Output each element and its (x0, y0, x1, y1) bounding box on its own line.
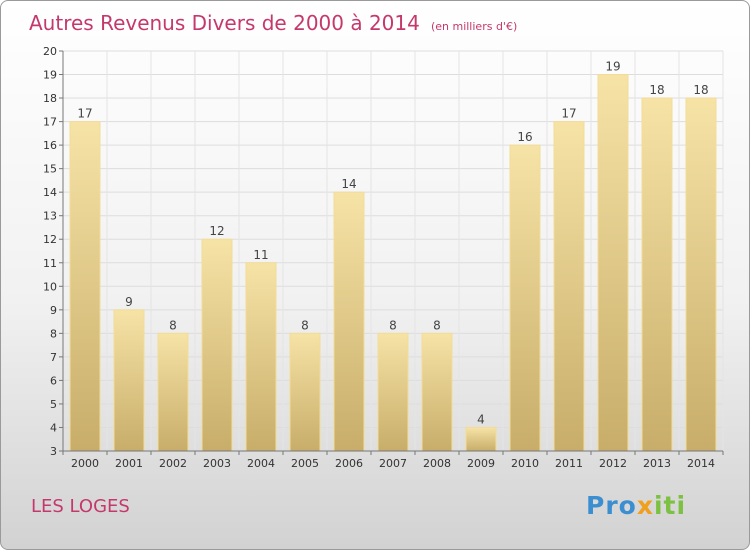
value-label: 8 (389, 318, 397, 332)
x-tick-label: 2005 (291, 457, 319, 470)
y-tick-label: 3 (50, 445, 57, 458)
x-tick-label: 2004 (247, 457, 275, 470)
value-label: 8 (301, 318, 309, 332)
y-tick-label: 7 (50, 351, 57, 364)
y-tick-label: 8 (50, 327, 57, 340)
proxiti-logo: Proxiti (586, 491, 687, 520)
value-label: 18 (693, 83, 708, 97)
bar-2013 (641, 97, 673, 452)
value-label: 17 (77, 107, 92, 121)
bar-2008 (421, 332, 453, 452)
axes: 3 4 5 6 7 8 9 10 11 12 13 14 15 16 17 18 19 20 2000 2001 200… (43, 45, 724, 470)
value-label: 4 (477, 412, 485, 426)
bar-2006 (333, 191, 365, 452)
x-tick-label: 2008 (423, 457, 451, 470)
bar-2012 (597, 74, 629, 452)
x-tick-label: 2007 (379, 457, 407, 470)
value-labels: 17 9 8 12 11 8 14 8 8 4 16 17 19 18 18 (77, 60, 708, 427)
y-tick-label: 15 (43, 163, 57, 176)
title-text: Autres Revenus Divers de 2000 à 2014 (29, 11, 420, 35)
y-tick-label: 6 (50, 374, 57, 387)
bar-2003 (201, 238, 233, 452)
bar-2007 (377, 332, 409, 452)
x-tick-label: 2010 (511, 457, 539, 470)
value-label: 8 (433, 318, 441, 332)
y-tick-label: 4 (50, 421, 57, 434)
x-tick-label: 2009 (467, 457, 495, 470)
y-tick-label: 14 (43, 186, 57, 199)
bar-2005 (289, 332, 321, 452)
x-tick-label: 2012 (599, 457, 627, 470)
value-label: 9 (125, 295, 133, 309)
bar-2010 (509, 144, 541, 452)
bar-2002 (157, 332, 189, 452)
bar-2014 (685, 97, 717, 452)
x-tick-label: 2013 (643, 457, 671, 470)
x-tick-label: 2001 (115, 457, 143, 470)
value-label: 8 (169, 318, 177, 332)
x-tick-label: 2011 (555, 457, 583, 470)
value-label: 18 (649, 83, 664, 97)
value-label: 16 (517, 130, 532, 144)
x-tick-label: 2014 (687, 457, 715, 470)
y-tick-label: 20 (43, 45, 57, 58)
y-tick-label: 17 (43, 116, 57, 129)
y-tick-label: 9 (50, 304, 57, 317)
value-label: 19 (605, 60, 620, 74)
bar-2004 (245, 262, 277, 452)
y-tick-label: 18 (43, 92, 57, 105)
value-label: 14 (341, 177, 356, 191)
bars (69, 74, 717, 452)
bar-2011 (553, 121, 585, 452)
subtitle-text: (en milliers d'€) (430, 20, 518, 33)
bar-2009 (465, 426, 497, 452)
place-name: LES LOGES (31, 496, 130, 517)
value-label: 12 (209, 224, 224, 238)
y-tick-label: 16 (43, 139, 57, 152)
value-label: 11 (253, 248, 268, 262)
y-tick-label: 19 (43, 69, 57, 82)
value-label: 17 (561, 107, 576, 121)
y-tick-label: 10 (43, 280, 57, 293)
x-tick-label: 2003 (203, 457, 231, 470)
chart-title: Autres Revenus Divers de 2000 à 2014 (en… (29, 11, 517, 35)
bar-2000 (69, 121, 101, 452)
bar-2001 (113, 309, 145, 452)
y-tick-label: 5 (50, 398, 57, 411)
y-tick-label: 11 (43, 257, 57, 270)
x-tick-label: 2000 (71, 457, 99, 470)
x-tick-label: 2002 (159, 457, 187, 470)
x-tick-label: 2006 (335, 457, 363, 470)
y-tick-label: 13 (43, 210, 57, 223)
y-tick-label: 12 (43, 233, 57, 246)
